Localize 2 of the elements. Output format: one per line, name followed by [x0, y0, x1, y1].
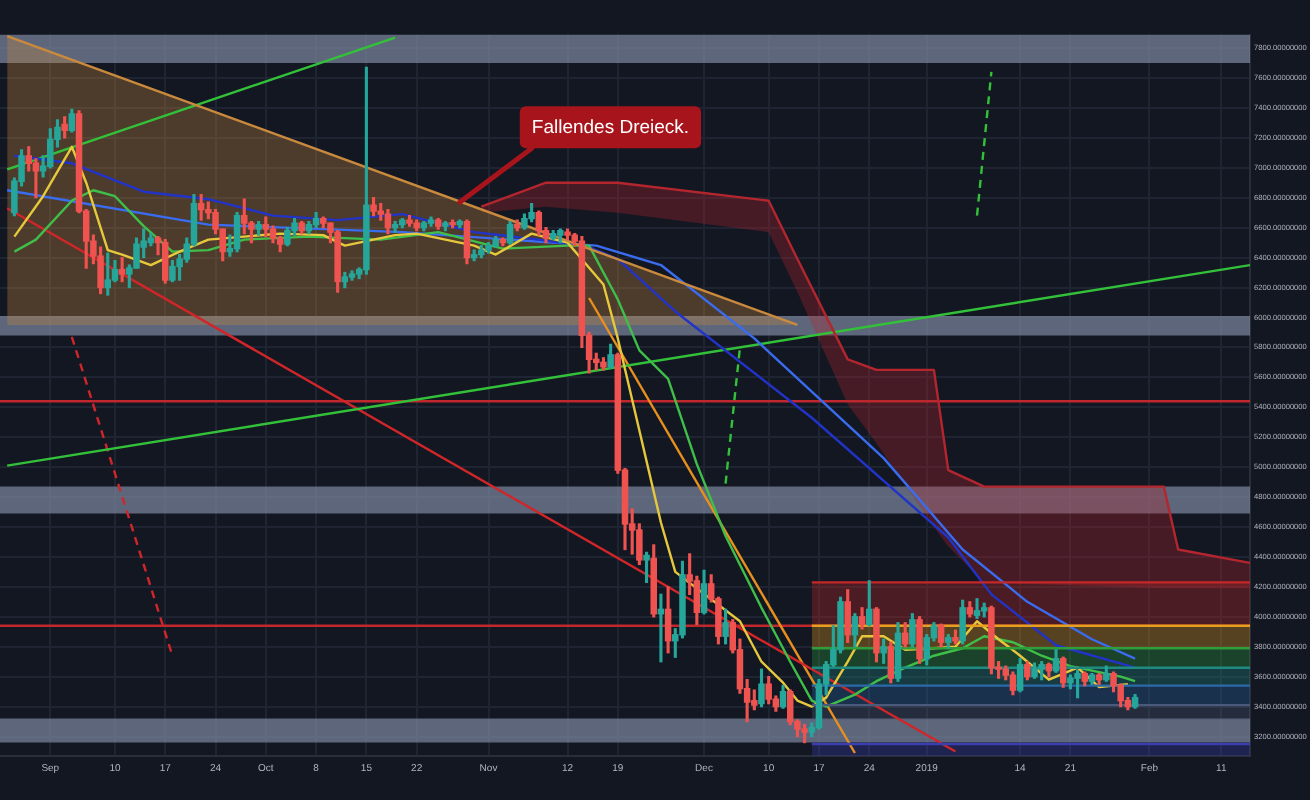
candlestick: [973, 598, 981, 619]
annotation: Fallendes Dreieck.: [531, 117, 690, 140]
